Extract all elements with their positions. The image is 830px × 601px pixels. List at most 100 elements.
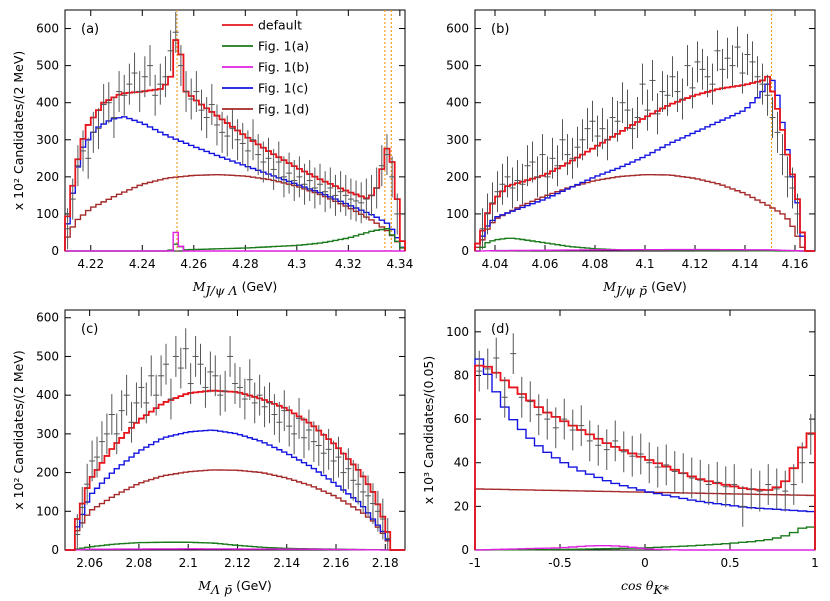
data-point bbox=[79, 487, 86, 528]
legend-label-fig1b: Fig. 1(b) bbox=[258, 60, 309, 75]
data-point bbox=[669, 56, 676, 98]
data-point bbox=[756, 470, 763, 512]
data-point bbox=[769, 97, 776, 139]
data-point bbox=[684, 45, 691, 87]
data-point bbox=[561, 398, 568, 440]
data-point bbox=[363, 178, 370, 220]
data-point bbox=[133, 382, 140, 424]
data-point bbox=[584, 108, 591, 150]
x-axis-subscript: Λ p̄ bbox=[210, 582, 232, 597]
data-point bbox=[384, 517, 391, 550]
data-point bbox=[270, 148, 277, 190]
data-point bbox=[108, 394, 115, 435]
data-point bbox=[624, 89, 631, 131]
data-point bbox=[519, 163, 526, 205]
data-point bbox=[281, 390, 288, 432]
x-tick-label: 2.16 bbox=[323, 556, 350, 570]
data-point bbox=[619, 82, 626, 124]
x-tick-label: 2.1 bbox=[179, 556, 198, 570]
data-point bbox=[609, 97, 616, 139]
data-point bbox=[552, 407, 559, 449]
data-point bbox=[689, 67, 696, 109]
x-tick-label: 4.34 bbox=[386, 257, 413, 271]
panel-b: 4.04 4.06 4.08 4.1 4.12 4.14 4.16 0 100 200 300 400… bbox=[446, 9, 816, 298]
data-point bbox=[337, 171, 344, 213]
y-tick-label: 0 bbox=[51, 244, 59, 258]
x-tick-label: 4.26 bbox=[180, 257, 207, 271]
x-axis-unit: (GeV) bbox=[236, 578, 272, 593]
data-point bbox=[731, 464, 738, 505]
data-point bbox=[126, 63, 133, 105]
data-point bbox=[255, 134, 262, 176]
series-fig1b-histogram bbox=[475, 248, 815, 252]
data-point bbox=[604, 119, 611, 161]
panel-tag: (b) bbox=[491, 22, 509, 37]
y-tick-label: 0 bbox=[461, 543, 469, 557]
data-point bbox=[74, 514, 81, 550]
data-point bbox=[358, 182, 365, 224]
x-axis-var: M bbox=[197, 578, 212, 593]
x-tick-label: 4.28 bbox=[232, 257, 259, 271]
data-point bbox=[118, 390, 125, 432]
data-point bbox=[301, 163, 308, 205]
series-default-histogram bbox=[474, 75, 815, 252]
data-point bbox=[183, 71, 190, 113]
data-point bbox=[704, 56, 711, 98]
data-point bbox=[494, 171, 501, 213]
data-point bbox=[579, 119, 586, 161]
data-point bbox=[360, 471, 367, 513]
data-point bbox=[241, 378, 248, 420]
series-fig1d-histogram bbox=[65, 469, 405, 551]
data-point bbox=[315, 425, 322, 466]
data-point bbox=[327, 167, 334, 209]
data-point bbox=[594, 115, 601, 157]
data-point bbox=[234, 119, 241, 161]
data-point bbox=[266, 382, 273, 424]
data-point bbox=[586, 420, 593, 462]
panel-d: -1 -0.5 0 0.5 1 0 20 40 60 80 100 (d) cos θK* x 10³ C… bbox=[421, 309, 819, 597]
y-tick-label: 600 bbox=[36, 22, 59, 36]
data-point bbox=[163, 343, 170, 385]
data-point bbox=[379, 498, 386, 540]
data-point bbox=[152, 74, 159, 116]
data-point bbox=[265, 137, 272, 179]
data-point bbox=[85, 137, 92, 179]
x-tick-label: 2.14 bbox=[273, 556, 300, 570]
data-point bbox=[94, 436, 101, 478]
data-point bbox=[332, 174, 339, 216]
data-point bbox=[634, 97, 641, 139]
data-point bbox=[217, 374, 224, 416]
data-point bbox=[654, 93, 661, 135]
data-point bbox=[544, 398, 551, 440]
data-point bbox=[250, 119, 257, 161]
series-fig1c-histogram bbox=[65, 429, 405, 551]
x-axis-unit: (GeV) bbox=[651, 279, 687, 294]
data-point bbox=[564, 134, 571, 176]
legend-label-fig1c: Fig. 1(c) bbox=[258, 81, 308, 96]
y-tick-label: 400 bbox=[446, 96, 469, 110]
data-point bbox=[603, 429, 610, 471]
series-fig1b-histogram bbox=[65, 548, 405, 551]
series-fig1a-histogram bbox=[65, 228, 406, 252]
data-point bbox=[569, 137, 576, 179]
data-point bbox=[664, 74, 671, 116]
data-point bbox=[275, 141, 282, 183]
data-point bbox=[765, 464, 772, 505]
legend-label-fig1a: Fig. 1(a) bbox=[258, 39, 309, 54]
x-tick-label: 2.06 bbox=[76, 556, 103, 570]
data-point bbox=[365, 475, 372, 517]
y-tick-label: 0 bbox=[51, 543, 59, 557]
data-point bbox=[158, 355, 165, 397]
data-point bbox=[535, 394, 542, 436]
data-point bbox=[578, 405, 585, 447]
data-point bbox=[222, 370, 229, 412]
data-point bbox=[256, 374, 263, 416]
data-point bbox=[529, 141, 536, 183]
data-point bbox=[244, 130, 251, 172]
y-axis-label: x 10² Candidates/(2 MeV) bbox=[11, 350, 26, 510]
y-tick-label: 100 bbox=[36, 504, 59, 518]
x-tick-label: 4.08 bbox=[582, 257, 609, 271]
data-point bbox=[629, 435, 636, 477]
y-tick-label: 100 bbox=[36, 207, 59, 221]
data-point bbox=[208, 84, 215, 126]
